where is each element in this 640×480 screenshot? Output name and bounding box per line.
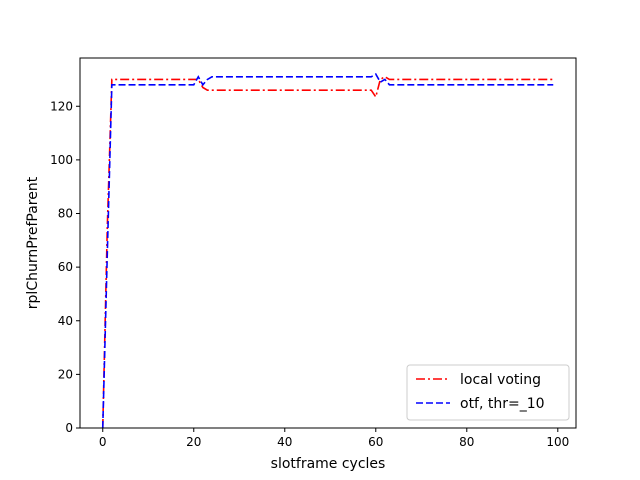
x-tick-label: 80 (459, 435, 474, 449)
y-tick-label: 40 (58, 314, 73, 328)
plot-frame (79, 57, 577, 429)
legend-label-1: otf, thr=_10 (460, 396, 545, 412)
y-tick-label: 100 (50, 153, 73, 167)
x-tick-label: 0 (99, 435, 107, 449)
series-line-0 (101, 75, 554, 429)
series-line-1 (101, 72, 554, 429)
series-layer (101, 72, 554, 429)
x-axis-label: slotframe cycles (271, 456, 386, 472)
legend: local voting otf, thr=_10 (406, 364, 570, 421)
y-tick-label: 80 (58, 207, 73, 221)
y-tick-label: 0 (65, 421, 73, 435)
y-tick-label: 60 (58, 260, 73, 274)
y-tick-label: 120 (50, 99, 73, 113)
y-axis-label: rplChurnPrefParent (25, 176, 41, 309)
y-tick-label: 20 (58, 367, 73, 381)
x-tick-label: 40 (277, 435, 292, 449)
x-axis-ticks: 0 20 40 60 80 100 (99, 428, 569, 449)
x-tick-label: 20 (186, 435, 201, 449)
legend-box (406, 364, 570, 421)
legend-label-0: local voting (460, 372, 541, 388)
x-tick-label: 60 (368, 435, 383, 449)
y-axis-ticks: 0 20 40 60 80 100 120 (50, 99, 80, 435)
x-tick-label: 100 (546, 435, 569, 449)
